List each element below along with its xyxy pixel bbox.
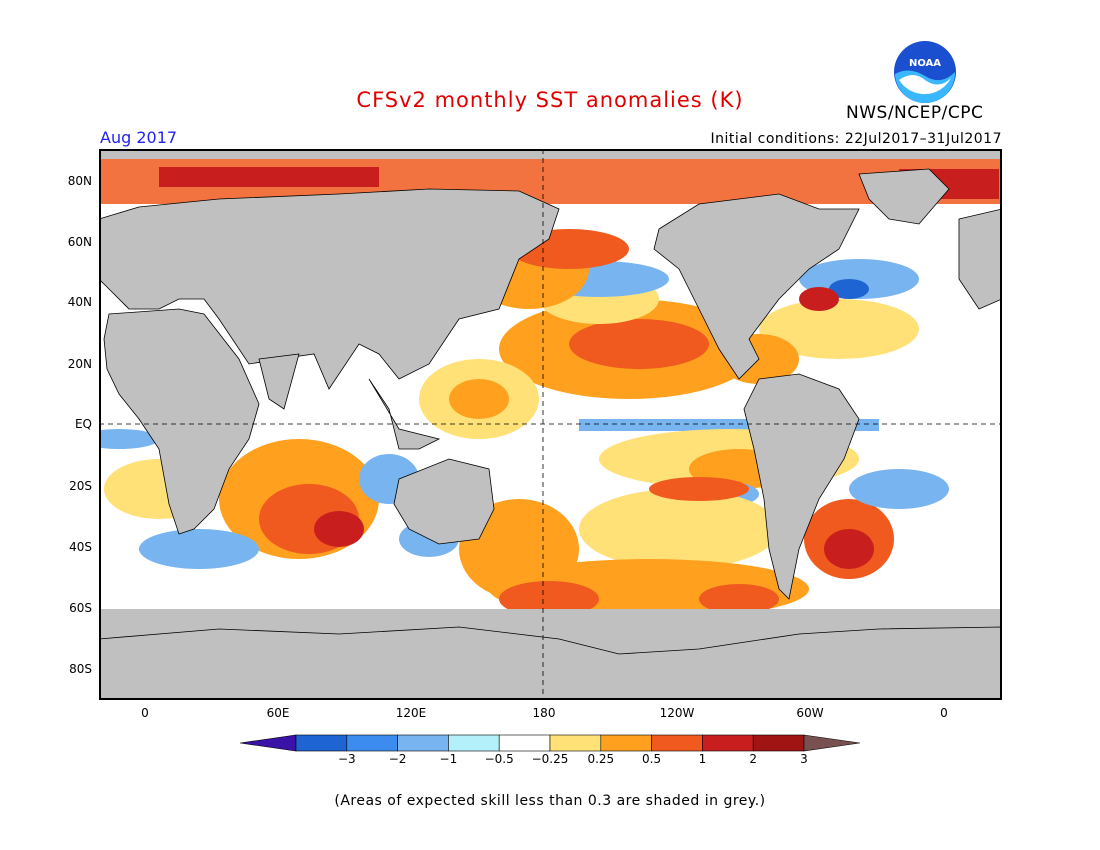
colorbar-tick-label: 0.5 bbox=[642, 752, 662, 766]
lat-label-40n: 40N bbox=[67, 295, 92, 309]
colorbar bbox=[240, 734, 860, 752]
colorbar-cell bbox=[600, 734, 652, 752]
colorbar-tick-label: −1 bbox=[439, 752, 458, 766]
colorbar-low-extend bbox=[240, 734, 297, 752]
land-masses bbox=[99, 168, 1002, 700]
map-frame bbox=[99, 149, 1002, 700]
colorbar-cell bbox=[448, 734, 500, 752]
colorbar-cell bbox=[549, 734, 602, 752]
colorbar-high-extend bbox=[803, 734, 860, 752]
colorbar-cell bbox=[295, 734, 348, 752]
forecast-month: Aug 2017 bbox=[100, 128, 178, 147]
colorbar-cell bbox=[397, 734, 449, 752]
lat-label-80n: 80N bbox=[67, 174, 92, 188]
colorbar-tick-label: −0.5 bbox=[484, 752, 514, 766]
lat-label-20n: 20N bbox=[67, 357, 92, 371]
footnote: (Areas of expected skill less than 0.3 a… bbox=[334, 793, 766, 809]
lon-label-120w: 120W bbox=[659, 706, 695, 720]
colorbar-tick-label: −0.25 bbox=[531, 752, 569, 766]
noaa-logo: NOAA bbox=[894, 41, 956, 104]
colorbar-tick-label: −2 bbox=[388, 752, 407, 766]
colorbar-cell bbox=[702, 734, 754, 752]
graticule bbox=[99, 149, 1002, 700]
colorbar-cell bbox=[498, 734, 551, 752]
colorbar-tick-label: 2 bbox=[749, 752, 758, 766]
lat-label-40s: 40S bbox=[69, 540, 92, 554]
colorbar-tick-label: −3 bbox=[337, 752, 356, 766]
colorbar-cell bbox=[752, 734, 805, 752]
initial-conditions: Initial conditions: 22Jul2017–31Jul2017 bbox=[710, 131, 1002, 147]
lon-label-0-right: 0 bbox=[940, 706, 948, 720]
colorbar-cell bbox=[346, 734, 398, 752]
lat-label-80s: 80S bbox=[69, 662, 92, 676]
lon-label-0: 0 bbox=[141, 706, 149, 720]
lon-label-180: 180 bbox=[532, 706, 556, 720]
lat-label-60n: 60N bbox=[67, 235, 92, 249]
lat-label-20s: 20S bbox=[69, 479, 92, 493]
lon-label-60e: 60E bbox=[266, 706, 290, 720]
lat-label-eq: EQ bbox=[74, 417, 92, 431]
map-title: CFSv2 monthly SST anomalies (K) bbox=[356, 88, 744, 112]
lat-label-60s: 60S bbox=[69, 601, 92, 615]
lon-label-60w: 60W bbox=[796, 706, 824, 720]
colorbar-tick-label: 1 bbox=[698, 752, 707, 766]
sst-anomaly-map bbox=[99, 149, 1002, 700]
colorbar-tick-label: 0.25 bbox=[587, 752, 615, 766]
agency-label: NWS/NCEP/CPC bbox=[846, 103, 984, 123]
noaa-logo-text: NOAA bbox=[909, 58, 941, 69]
lon-label-120e: 120E bbox=[395, 706, 427, 720]
colorbar-tick-label: 3 bbox=[800, 752, 808, 766]
colorbar-cell bbox=[651, 734, 703, 752]
